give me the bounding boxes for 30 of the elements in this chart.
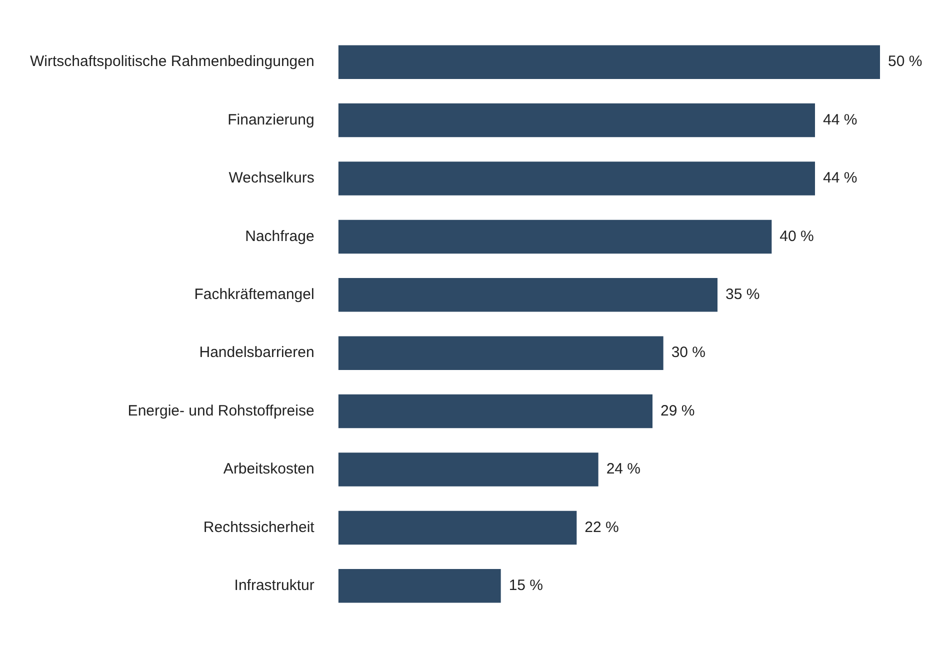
- bar: [338, 103, 815, 138]
- y-tick-label: Rechtssicherheit: [203, 518, 316, 536]
- y-tick-label: Arbeitskosten: [223, 460, 314, 478]
- bar: [338, 510, 577, 545]
- bar: [338, 569, 501, 603]
- bar: [338, 162, 815, 196]
- y-tick-label: Wechselkurs: [228, 170, 314, 187]
- data-label: 29 %: [660, 402, 695, 420]
- data-label: 35 %: [726, 286, 760, 304]
- data-label: 15 %: [508, 577, 544, 594]
- y-tick-label: Infrastruktur: [234, 577, 314, 594]
- data-label: 30 %: [671, 344, 706, 362]
- y-tick-label: Energie- und Rohstoffpreise: [128, 402, 314, 420]
- data-label: 24 %: [606, 460, 641, 478]
- bar: [338, 278, 718, 312]
- data-label: 44 %: [823, 111, 858, 128]
- y-tick-label: Fachkräftemangel: [194, 286, 314, 304]
- y-tick-label: Handelsbarrieren: [199, 344, 314, 362]
- data-label: 50 %: [888, 53, 922, 70]
- data-label: 22 %: [584, 518, 619, 536]
- bar: [338, 220, 772, 254]
- bar: [338, 45, 880, 79]
- y-tick-label: Finanzierung: [228, 111, 314, 128]
- bar: [338, 452, 598, 486]
- bar: [338, 336, 664, 370]
- data-label: 44 %: [823, 170, 858, 187]
- bar: [338, 394, 652, 428]
- y-tick-label: Nachfrage: [245, 228, 314, 245]
- data-label: 40 %: [780, 228, 814, 245]
- y-tick-label: Wirtschaftspolitische Rahmenbedingungen: [30, 53, 314, 70]
